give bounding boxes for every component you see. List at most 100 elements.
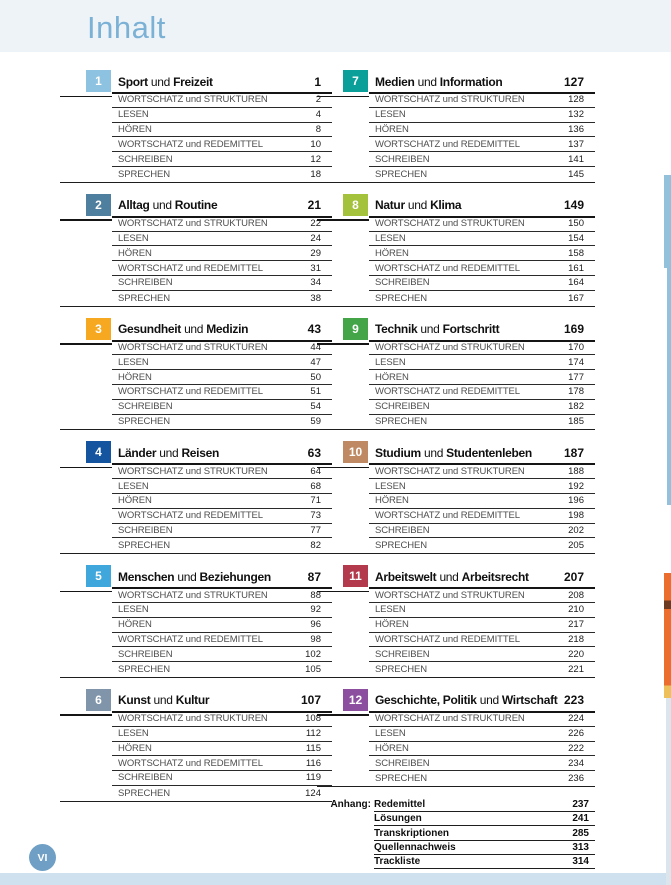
chapter-number: 4 [95, 445, 102, 460]
chapter-title-row: 10 Studium und Studentenleben 187 [317, 441, 595, 469]
toc-row: SPRECHEN 145 [369, 167, 595, 182]
chapter-block: 4 Länder und Reisen 63 WORTSCHATZ und ST… [60, 441, 332, 555]
appendix-row-label: Transkriptionen [374, 827, 450, 839]
toc-row-label: SCHREIBEN [118, 772, 173, 784]
chapter-page-number: 21 [307, 198, 321, 213]
toc-row-label: SCHREIBEN [375, 153, 430, 165]
chapter-title-row: 1 Sport und Freizeit 1 [60, 70, 332, 97]
chapter-title: Kunst und Kultur [118, 693, 210, 708]
toc-row-page: 112 [305, 728, 321, 740]
toc-row: WORTSCHATZ und REDEMITTEL 10 [112, 137, 332, 153]
toc-row: WORTSCHATZ und STRUKTUREN 188 [369, 464, 595, 480]
toc-row-page: 154 [568, 232, 584, 244]
toc-row-page: 217 [568, 619, 584, 631]
toc-row-page: 102 [305, 648, 321, 660]
toc-row: WORTSCHATZ und REDEMITTEL 198 [369, 509, 595, 524]
toc-row-page: 224 [568, 713, 584, 725]
toc-row: SPRECHEN 105 [112, 662, 332, 677]
toc-row-page: 29 [310, 247, 321, 259]
chapter-section-list: WORTSCHATZ und STRUKTUREN 150 LESEN 154 … [369, 217, 595, 306]
appendix-row: Anhang: Redemittel 237 [330, 798, 595, 813]
toc-row: LESEN 112 [112, 727, 332, 742]
toc-row-page: 198 [568, 510, 584, 522]
toc-row: SCHREIBEN 12 [112, 152, 332, 167]
toc-row: WORTSCHATZ und REDEMITTEL 218 [369, 633, 595, 648]
toc-row-page: 226 [568, 728, 584, 740]
toc-row-page: 208 [568, 589, 584, 601]
toc-row-page: 158 [568, 247, 584, 259]
chapter-section-list: WORTSCHATZ und STRUKTUREN 128 LESEN 132 … [369, 93, 595, 182]
toc-row-page: 71 [310, 495, 321, 507]
toc-row-label: HÖREN [118, 123, 152, 135]
chapter-number-badge: 11 [343, 565, 368, 588]
toc-row-label: HÖREN [118, 247, 152, 259]
page-header-band: Inhalt [0, 0, 671, 52]
chapter-number: 1 [95, 74, 102, 88]
toc-row: SCHREIBEN 54 [112, 400, 332, 415]
toc-row-label: WORTSCHATZ und REDEMITTEL [118, 138, 263, 150]
chapter-title: Technik und Fortschritt [375, 322, 500, 337]
toc-row-label: HÖREN [118, 495, 152, 507]
chapter-page-number: 149 [563, 198, 584, 213]
chapter-page-number: 1 [314, 74, 321, 89]
toc-row-label: WORTSCHATZ und STRUKTUREN [375, 94, 525, 106]
toc-row-label: WORTSCHATZ und REDEMITTEL [118, 757, 263, 769]
toc-row: SPRECHEN 167 [369, 291, 595, 306]
toc-row: WORTSCHATZ und STRUKTUREN 128 [369, 93, 595, 108]
toc-row-page: 68 [310, 480, 321, 492]
chapter-number-badge: 8 [343, 193, 368, 216]
toc-row: HÖREN 177 [369, 370, 595, 385]
toc-row: WORTSCHATZ und REDEMITTEL 137 [369, 137, 595, 153]
toc-row: SPRECHEN 18 [112, 167, 332, 182]
toc-row: WORTSCHATZ und REDEMITTEL 116 [112, 756, 332, 772]
appendix-row: Quellennachweis 313 [374, 841, 595, 856]
toc-row: WORTSCHATZ und STRUKTUREN 108 [112, 712, 332, 727]
chapter-block: 6 Kunst und Kultur 107 WORTSCHATZ und ST… [60, 688, 332, 802]
toc-row-label: SCHREIBEN [118, 648, 173, 660]
chapter-title: Länder und Reisen [118, 445, 219, 460]
chapter-title: Sport und Freizeit [118, 74, 213, 89]
toc-row-page: 22 [310, 218, 321, 230]
toc-row-page: 128 [568, 94, 584, 106]
chapter-block: 5 Menschen und Beziehungen 87 WORTSCHATZ… [60, 565, 332, 678]
toc-row-label: LESEN [375, 356, 406, 368]
chapter-block: 9 Technik und Fortschritt 169 WORTSCHATZ… [317, 317, 595, 431]
toc-row-page: 12 [310, 153, 321, 165]
toc-row: HÖREN 217 [369, 618, 595, 633]
page-edge-photo-sliver [664, 573, 671, 698]
toc-row-page: 50 [310, 371, 321, 383]
toc-row-label: HÖREN [375, 123, 409, 135]
toc-row-page: 88 [310, 589, 321, 601]
toc-row-page: 132 [568, 109, 584, 121]
appendix-row: Trackliste 314 [374, 855, 595, 870]
chapter-title-row: 2 Alltag und Routine 21 [60, 193, 332, 221]
toc-row-page: 44 [310, 341, 321, 353]
toc-row: HÖREN 50 [112, 370, 332, 385]
chapter-section-list: WORTSCHATZ und STRUKTUREN 108 LESEN 112 … [112, 712, 332, 801]
toc-row: SCHREIBEN 234 [369, 756, 595, 772]
bottom-decorative-band [0, 873, 671, 885]
toc-row-page: 218 [568, 633, 584, 645]
toc-row-label: SPRECHEN [375, 664, 427, 675]
chapter-title-row: 6 Kunst und Kultur 107 [60, 688, 332, 716]
toc-row-label: SCHREIBEN [118, 153, 173, 165]
toc-row: SCHREIBEN 202 [369, 524, 595, 539]
page-edge-tab-top [664, 175, 671, 268]
chapter-page-number: 187 [563, 445, 584, 460]
chapter-number: 12 [348, 692, 363, 707]
chapter-section-list: WORTSCHATZ und STRUKTUREN 44 LESEN 47 HÖ… [112, 341, 332, 430]
toc-row-label: WORTSCHATZ und REDEMITTEL [375, 510, 520, 522]
toc-row: SPRECHEN 59 [112, 415, 332, 430]
toc-row: SCHREIBEN 164 [369, 276, 595, 291]
toc-row-page: 77 [310, 524, 321, 536]
toc-row: HÖREN 96 [112, 618, 332, 633]
chapter-page-number: 169 [563, 322, 584, 337]
chapter-title: Natur und Klima [375, 198, 462, 213]
chapter-number-badge: 10 [343, 441, 368, 464]
toc-row: HÖREN 29 [112, 246, 332, 262]
toc-row-page: 105 [305, 664, 321, 675]
toc-row-label: SPRECHEN [375, 168, 427, 180]
chapter-block: 7 Medien und Information 127 WORTSCHATZ … [317, 70, 595, 183]
toc-row-label: LESEN [118, 109, 149, 121]
chapter-number-badge: 5 [86, 565, 111, 588]
